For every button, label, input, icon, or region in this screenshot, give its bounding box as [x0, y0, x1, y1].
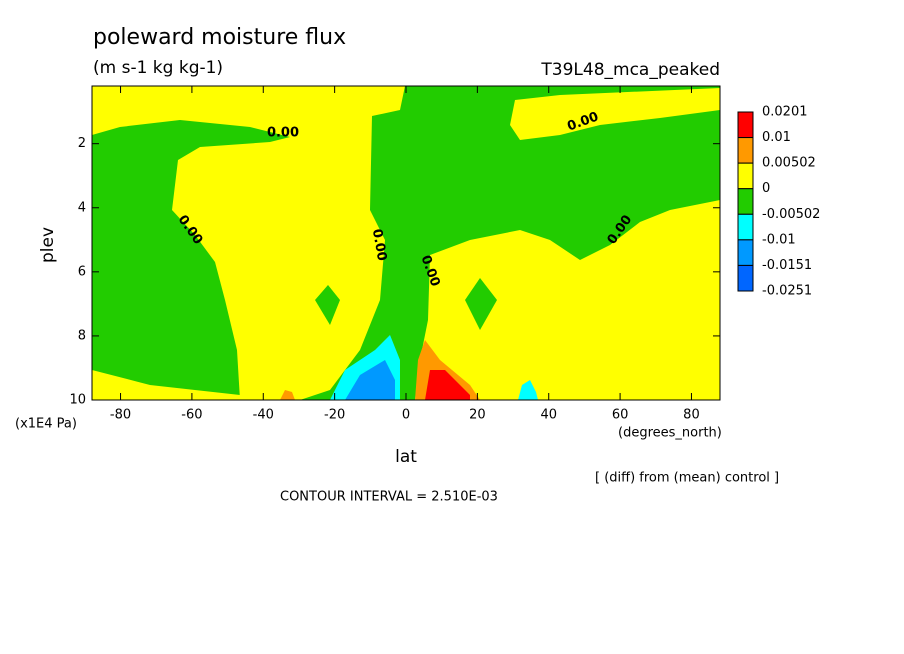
x-tick-label: 60 — [612, 408, 629, 423]
x-tick-label: 80 — [683, 408, 700, 423]
x-tick-label: -80 — [110, 408, 131, 423]
x-tick-label: -40 — [253, 408, 274, 423]
x-tick-label: 0 — [402, 408, 410, 423]
region — [465, 278, 497, 330]
colorbar-label: -0.0251 — [762, 284, 812, 299]
region — [315, 285, 340, 325]
x-tick-label: 40 — [540, 408, 557, 423]
region — [92, 370, 240, 400]
x-tick-label: -20 — [324, 408, 345, 423]
colorbar-label: 0 — [762, 181, 770, 196]
region — [510, 88, 720, 140]
region — [280, 390, 295, 400]
x-tick-label: 20 — [469, 408, 486, 423]
region — [92, 86, 405, 400]
colorbar-box — [737, 162, 754, 190]
colorbar-box — [737, 111, 754, 139]
colorbar-label: -0.0151 — [762, 258, 812, 273]
contour-label: 0.00 — [369, 228, 389, 262]
x-units: (degrees_north) — [618, 426, 722, 441]
region — [108, 250, 120, 350]
y-tick-label: 6 — [78, 264, 86, 279]
chart-title: poleward moisture flux — [93, 25, 346, 50]
region — [425, 370, 470, 400]
colorbar-label: 0.00502 — [762, 156, 816, 171]
region — [415, 200, 720, 400]
colorbar-box — [737, 264, 754, 292]
y-tick-label: 8 — [78, 328, 86, 343]
colorbar-box — [737, 213, 754, 241]
y-axis-label: plev — [38, 227, 58, 263]
field — [91, 85, 721, 401]
x-tick-label: -60 — [181, 408, 202, 423]
region — [518, 380, 538, 400]
colorbar-box — [737, 188, 754, 215]
chart-subtitle: (m s-1 kg kg-1) — [93, 58, 223, 78]
colorbar-label: -0.01 — [762, 232, 796, 247]
y-units: (x1E4 Pa) — [15, 417, 77, 432]
colorbar-box — [737, 137, 754, 164]
contour-label: 0.00 — [267, 126, 299, 141]
colorbar-box — [737, 239, 754, 266]
dataset-label: T39L48_mca_peaked — [540, 60, 720, 80]
region — [345, 360, 395, 400]
colorbar-label: 0.0201 — [762, 105, 808, 120]
y-tick-label: 4 — [78, 200, 86, 215]
note: [ (diff) from (mean) control ] — [595, 471, 779, 486]
contour-interval: CONTOUR INTERVAL = 2.510E-03 — [280, 490, 498, 505]
y-tick-label: 2 — [78, 136, 86, 151]
y-tick-label: 10 — [69, 393, 86, 408]
colorbar-label: 0.01 — [762, 130, 791, 145]
x-axis-label: lat — [395, 447, 417, 467]
colorbar-label: -0.00502 — [762, 207, 820, 222]
